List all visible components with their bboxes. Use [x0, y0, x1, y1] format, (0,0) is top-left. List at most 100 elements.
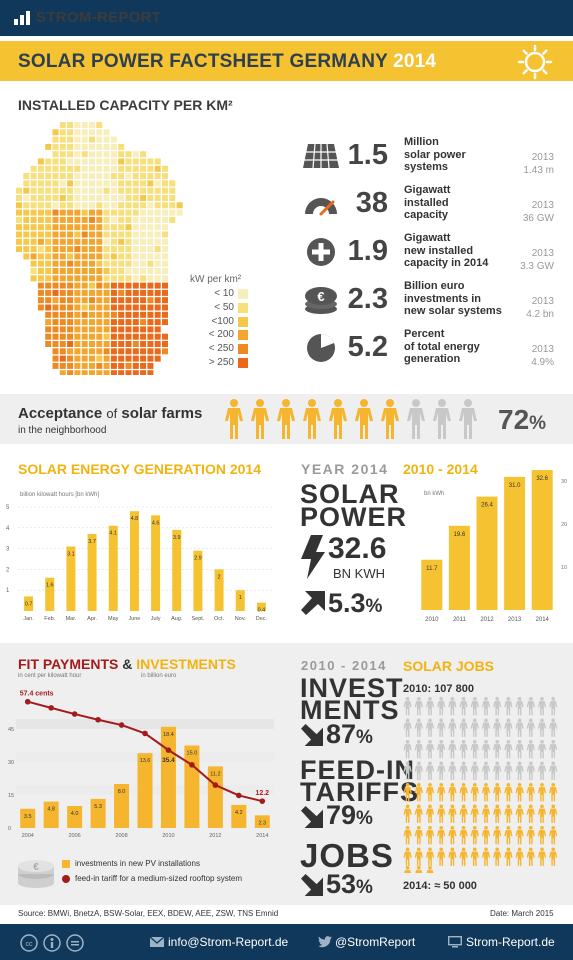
map-tile	[89, 289, 95, 296]
gen-xtick: Jan.	[23, 616, 34, 622]
fit-tariff-point	[95, 716, 101, 723]
map-tile	[45, 326, 52, 333]
job-person-icon	[414, 718, 423, 737]
fit-tariff-point	[165, 747, 172, 753]
job-person-icon	[470, 783, 479, 802]
legend-tariff-label: feed-in tariff for a medium-sized roofto…	[75, 874, 243, 883]
job-person-icon	[504, 761, 513, 780]
map-tile	[103, 136, 110, 143]
acceptance-value: 72%	[498, 404, 546, 436]
map-tile	[147, 158, 154, 165]
gen-bar-label: 1	[239, 595, 242, 601]
fit-investment-bar	[160, 726, 176, 828]
map-tile	[23, 231, 30, 238]
map-tile	[30, 202, 37, 209]
map-tile	[125, 333, 132, 340]
decline-arrow-icon	[301, 874, 323, 896]
map-tile	[37, 268, 44, 274]
map-tile	[37, 231, 44, 238]
map-tile	[125, 341, 132, 347]
gen-bar	[172, 529, 182, 611]
job-person-icon	[515, 783, 524, 802]
job-person-icon	[459, 718, 468, 737]
map-tile	[140, 260, 147, 267]
map-tile	[96, 165, 103, 172]
footer-twitter-link[interactable]: @StromReport	[335, 935, 416, 949]
jobs-2010-label: 2010: 107 800	[403, 683, 474, 695]
gen-bar-label: 0.4	[258, 608, 266, 614]
map-tile	[154, 348, 161, 355]
map-tile	[23, 187, 30, 194]
footer-site-link[interactable]: Strom-Report.de	[466, 935, 555, 949]
map-tile	[30, 268, 37, 274]
creative-commons-icons[interactable]: cc	[20, 933, 86, 953]
map-tile	[132, 268, 139, 274]
map-tile	[125, 282, 132, 289]
stat-label: Million solar power systems	[404, 136, 466, 173]
map-tile	[154, 311, 161, 318]
map-tile	[23, 246, 30, 253]
map-tile	[103, 253, 110, 260]
map-tile	[67, 246, 74, 253]
mail-icon	[150, 937, 164, 947]
job-person-icon	[448, 718, 457, 737]
map-tile	[154, 216, 161, 223]
map-tile	[37, 209, 44, 216]
map-tile	[140, 348, 147, 355]
map-tile	[132, 370, 139, 375]
map-tile	[110, 268, 117, 274]
map-tile	[96, 136, 103, 143]
fit-bar-label: 15.0	[187, 751, 198, 757]
map-tile	[45, 282, 52, 289]
gen-ytick: 5	[6, 505, 10, 511]
job-person-icon	[537, 718, 547, 737]
job-person-icon	[414, 847, 423, 866]
map-tile	[162, 289, 168, 296]
map-tile	[162, 195, 168, 201]
map-tile	[81, 209, 88, 216]
map-tile	[154, 195, 161, 201]
map-tile	[132, 195, 139, 201]
fit-title-amp: &	[122, 656, 133, 672]
job-person-icon	[493, 697, 502, 716]
solar-power-growth-value: 5.3	[328, 588, 366, 618]
map-tile	[81, 173, 88, 180]
map-tile	[96, 319, 103, 326]
map-tile	[96, 238, 103, 245]
map-tile	[37, 224, 44, 231]
map-tile	[96, 333, 103, 340]
job-person-icon	[459, 761, 468, 780]
map-tile	[103, 289, 110, 296]
jobs-decline-unit: %	[356, 877, 373, 898]
map-tile	[81, 326, 88, 333]
map-tile	[96, 151, 103, 158]
svg-text:cc: cc	[26, 941, 34, 948]
investments-decline-value: 87	[326, 719, 357, 749]
map-tile	[110, 289, 117, 296]
map-tile	[52, 158, 59, 165]
fit-investment-bar	[254, 815, 270, 828]
map-tile	[132, 333, 139, 340]
map-tile	[118, 304, 125, 311]
map-tile	[110, 202, 117, 209]
map-tile	[103, 165, 110, 172]
annual-bar	[476, 496, 498, 610]
map-legend-title: kW per km²	[190, 274, 242, 285]
job-person-icon	[414, 697, 423, 716]
map-tile	[140, 253, 147, 260]
map-tile	[176, 202, 183, 209]
map-tile	[140, 370, 147, 375]
gen-bar	[66, 546, 76, 611]
job-person-icon	[493, 761, 502, 780]
job-person-icon	[425, 826, 435, 845]
gen-ytick: 3	[6, 547, 10, 553]
map-tile	[81, 362, 88, 369]
footer-email-link[interactable]: info@Strom-Report.de	[168, 935, 289, 949]
map-tile	[89, 216, 95, 223]
map-tile	[140, 165, 147, 172]
map-tile	[52, 231, 59, 238]
annual-xtick: 2013	[508, 617, 522, 623]
brand-logo-text[interactable]: STROM-REPORT	[36, 9, 162, 26]
map-tile	[132, 304, 139, 311]
map-tile	[89, 180, 95, 187]
